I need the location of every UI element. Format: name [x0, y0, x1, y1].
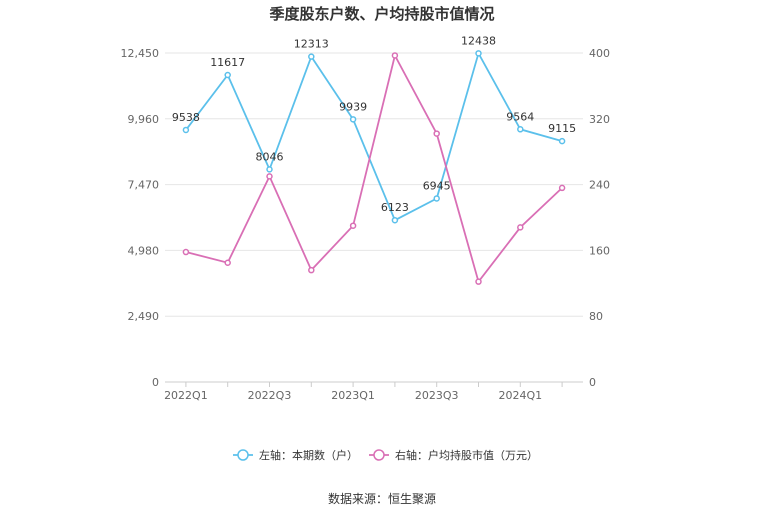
- series-line-1: [185, 50, 563, 222]
- grid-lines: [165, 52, 583, 317]
- series-2-point[interactable]: [182, 248, 190, 256]
- chart-title: 季度股东户数、户均持股市值情况: [269, 5, 494, 23]
- series-1-point[interactable]: [391, 216, 399, 224]
- right-tick-label: 320: [589, 113, 610, 126]
- series-2-point[interactable]: [433, 130, 440, 137]
- x-tick-label: 2023Q1: [331, 389, 375, 402]
- legend-marker: [237, 449, 249, 461]
- right-tick-label: 0: [589, 376, 596, 389]
- data-label: 9538: [172, 111, 200, 124]
- data-label: 11617: [210, 56, 245, 69]
- series-2-point[interactable]: [517, 224, 524, 231]
- legend-marker: [373, 449, 385, 461]
- data-label: 9115: [548, 122, 576, 135]
- right-tick-label: 240: [589, 179, 610, 192]
- data-label: 9564: [506, 110, 534, 123]
- right-tick-label: 80: [589, 310, 603, 323]
- series-1-point[interactable]: [266, 166, 273, 173]
- left-tick-label: 7,470: [128, 179, 160, 192]
- right-tick-label: 160: [589, 244, 610, 257]
- left-tick-label: 12,450: [121, 47, 160, 60]
- data-labels: 9538 11617 8046 12313 9939 6123 6945 12438 9564 9…: [172, 34, 576, 214]
- series-2-point[interactable]: [349, 222, 357, 229]
- source-note: 数据来源：恒生聚源: [328, 491, 436, 506]
- series-1-point[interactable]: [224, 71, 231, 79]
- series-1-point[interactable]: [475, 50, 482, 57]
- x-tick-label: 2022Q3: [248, 389, 292, 402]
- data-label: 9939: [339, 100, 367, 113]
- left-tick-label: 4,980: [128, 244, 160, 257]
- series-2-point[interactable]: [266, 173, 273, 180]
- data-label: 8046: [256, 150, 284, 163]
- series-2-point[interactable]: [308, 266, 315, 274]
- series-1-point[interactable]: [517, 126, 524, 133]
- series-2-point[interactable]: [558, 184, 566, 192]
- series-layer: [182, 50, 566, 285]
- series-1-point[interactable]: [349, 116, 357, 123]
- x-axis-ticks: 2022Q1 2022Q3 2023Q1 2023Q3 2024Q1: [164, 389, 542, 402]
- x-tick-label: 2024Q1: [498, 389, 542, 402]
- left-tick-label: 0: [152, 376, 159, 389]
- legend-item-1[interactable]: 左轴：本期数（户）: [259, 448, 358, 462]
- left-tick-label: 2,490: [128, 310, 160, 323]
- series-1-point[interactable]: [308, 53, 315, 60]
- x-tick-label: 2022Q1: [164, 389, 208, 402]
- data-label: 6945: [423, 179, 451, 192]
- series-1-point[interactable]: [433, 195, 440, 202]
- series-1-point[interactable]: [558, 137, 566, 145]
- data-label: 12313: [294, 38, 329, 51]
- data-label: 6123: [381, 201, 409, 214]
- x-tick-label: 2023Q3: [415, 389, 459, 402]
- series-1-point[interactable]: [182, 126, 190, 134]
- data-label: 12438: [461, 34, 496, 47]
- series-2-point[interactable]: [391, 52, 399, 59]
- series-line-2: [185, 53, 563, 284]
- right-axis-ticks: 0 80 160 240 320 400: [589, 47, 610, 389]
- series-2-point[interactable]: [475, 278, 482, 285]
- left-tick-label: 9,960: [128, 113, 160, 126]
- right-tick-label: 400: [589, 47, 610, 60]
- series-2-point[interactable]: [224, 259, 231, 266]
- legend[interactable]: 左轴：本期数（户） 右轴：户均持股市值（万元）: [233, 448, 538, 462]
- legend-item-2[interactable]: 右轴：户均持股市值（万元）: [395, 448, 538, 462]
- left-axis-ticks: 0 2,490 4,980 7,470 9,960 12,450: [121, 47, 160, 389]
- axes: [165, 381, 583, 387]
